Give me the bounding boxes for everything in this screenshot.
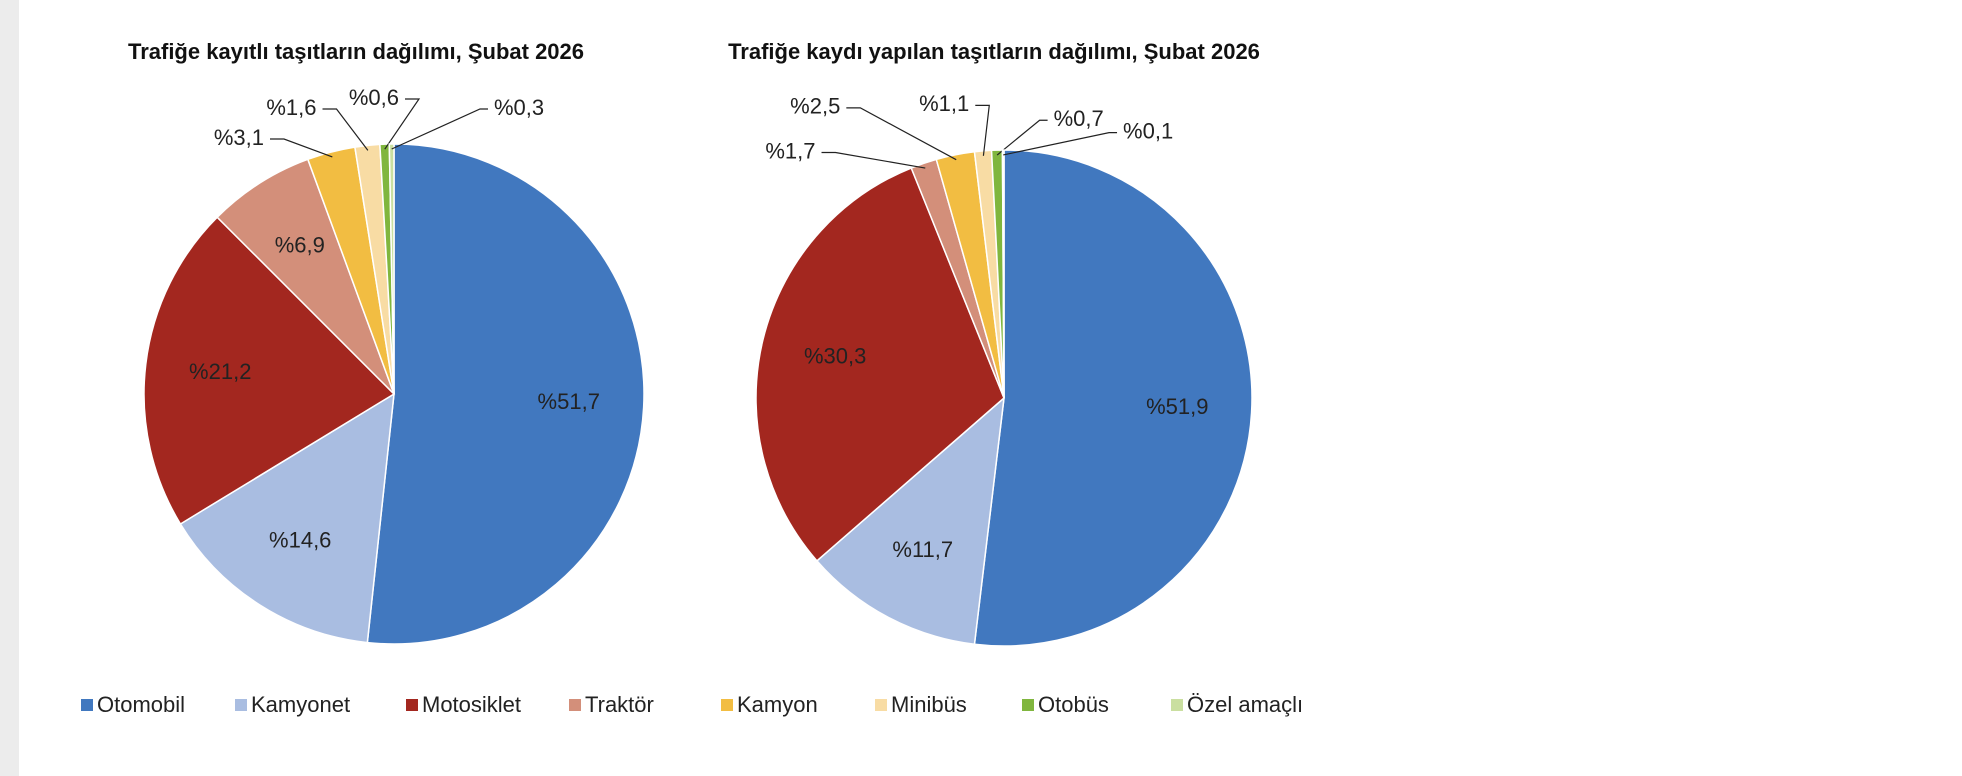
chart-title: Trafiğe kaydı yapılan taşıtların dağılım… (728, 39, 1260, 64)
leader-line (384, 98, 421, 150)
legend-label: Kamyon (737, 692, 818, 717)
pie-slice (366, 143, 645, 645)
legend-swatch (1171, 699, 1183, 711)
leader-line (975, 104, 990, 156)
leader-line (996, 119, 1048, 156)
pie-slice (388, 143, 395, 395)
leader-line (391, 108, 488, 150)
data-label: %51,7 (538, 389, 600, 414)
legend-label: Otobüs (1038, 692, 1109, 717)
legend-swatch (569, 699, 581, 711)
legend-swatch (81, 699, 93, 711)
data-label: %1,6 (266, 95, 316, 120)
data-label: %0,3 (494, 95, 544, 120)
legend-swatch (235, 699, 247, 711)
legend-swatch (406, 699, 418, 711)
leader-line (270, 138, 333, 158)
data-label: %11,7 (892, 537, 953, 562)
pie-slice (815, 396, 1005, 646)
leader-line (1003, 132, 1118, 156)
leader-line (322, 108, 369, 151)
legend-label: Traktör (585, 692, 654, 717)
data-label: %14,6 (269, 528, 331, 553)
data-label: %1,7 (765, 138, 815, 163)
leader-line (846, 107, 957, 161)
legend-label: Minibüs (891, 692, 967, 717)
legend-label: Otomobil (97, 692, 185, 717)
data-label: %51,9 (1146, 394, 1208, 419)
data-label: %1,1 (919, 91, 969, 116)
data-label: %0,1 (1123, 118, 1173, 143)
data-label: %3,1 (214, 125, 264, 150)
pie-slice (143, 216, 396, 525)
pie-slice (755, 167, 1005, 562)
pie-slice (216, 158, 395, 395)
legend-label: Motosiklet (422, 692, 521, 717)
legend-swatch (875, 699, 887, 711)
data-label: %2,5 (790, 94, 840, 119)
legend-swatch (721, 699, 733, 711)
data-label: %0,7 (1054, 106, 1104, 131)
data-label: %6,9 (275, 232, 325, 257)
pie-slice (179, 392, 395, 644)
pie-slice (1001, 149, 1005, 399)
legend-swatch (1022, 699, 1034, 711)
chart-title: Trafiğe kayıtlı taşıtların dağılımı, Şub… (128, 39, 584, 64)
data-label: %21,2 (189, 359, 251, 384)
pie-slice (973, 149, 1253, 647)
data-label: %0,6 (349, 85, 399, 110)
data-label: %30,3 (804, 343, 866, 368)
legend-label: Kamyonet (251, 692, 350, 717)
legend-label: Özel amaçlı (1187, 692, 1303, 717)
leader-line (821, 151, 926, 169)
side-strip (0, 0, 19, 776)
